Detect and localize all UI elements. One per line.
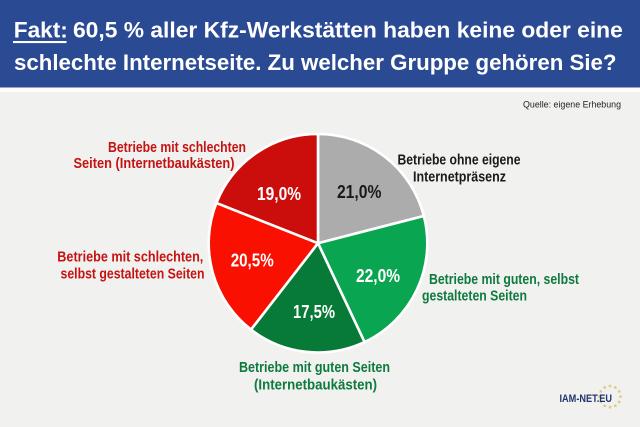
svg-text:21,0%: 21,0% (337, 182, 382, 202)
svg-text:60,5 % aller Kfz-Werkstätten h: 60,5 % aller Kfz-Werkstätten haben keine… (73, 18, 623, 43)
svg-text:19,0%: 19,0% (257, 184, 301, 204)
svg-text:Betriebe mit schlechten,: Betriebe mit schlechten, (57, 248, 203, 265)
svg-text:Betriebe mit guten Seiten: Betriebe mit guten Seiten (239, 359, 390, 376)
svg-text:17,5%: 17,5% (293, 302, 335, 322)
svg-text:selbst gestalteten Seiten: selbst gestalteten Seiten (61, 265, 205, 282)
svg-text:gestalteten Seiten: gestalteten Seiten (422, 288, 527, 305)
svg-text:Quelle: eigene Erhebung: Quelle: eigene Erhebung (523, 99, 621, 110)
svg-text:schlechte Internetseite. Zu we: schlechte Internetseite. Zu welcher Grup… (14, 50, 617, 75)
svg-text:IAM-NET.EU: IAM-NET.EU (560, 393, 613, 405)
svg-text:Betriebe ohne eigene: Betriebe ohne eigene (398, 152, 521, 169)
svg-text:Seiten (Internetbaukästen): Seiten (Internetbaukästen) (74, 155, 235, 172)
svg-text:(Internetbaukästen): (Internetbaukästen) (254, 376, 377, 393)
svg-text:Betriebe mit guten, selbst: Betriebe mit guten, selbst (429, 271, 579, 288)
svg-text:Internetpräsenz: Internetpräsenz (413, 169, 506, 186)
svg-text:Fakt:: Fakt: (14, 18, 68, 43)
svg-text:20,5%: 20,5% (231, 251, 274, 271)
svg-text:22,0%: 22,0% (356, 266, 400, 286)
svg-text:Betriebe mit schlechten: Betriebe mit schlechten (108, 139, 246, 156)
